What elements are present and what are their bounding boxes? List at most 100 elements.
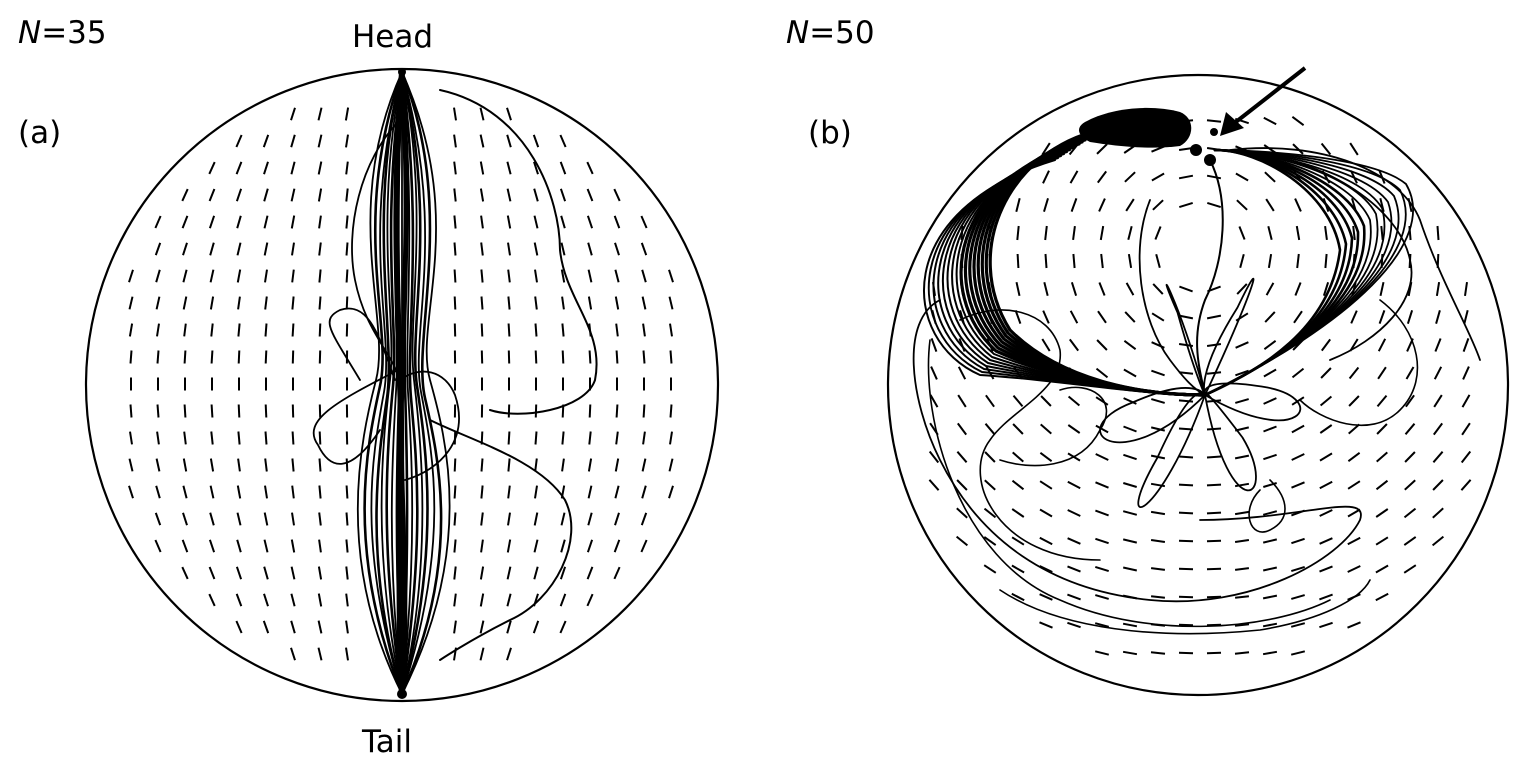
panel-b-field-dash (1012, 451, 1024, 463)
panel-a-field-dash (290, 620, 296, 634)
panel-a-field-dash (263, 593, 269, 607)
panel-b-field-dash (1044, 225, 1048, 241)
panel-b-field-dash (1067, 424, 1081, 434)
panel-b-field-dash (1067, 395, 1081, 407)
panel-a-field-dash (181, 566, 189, 580)
panel-a-trajectory (370, 71, 403, 695)
panel-b-field-dash (1432, 451, 1444, 463)
panel-a-field-dash (209, 512, 215, 526)
panel-b-field-dash (1295, 225, 1301, 241)
panel-a-trajectory (375, 70, 404, 696)
panel-b-field-dash (1263, 339, 1277, 351)
panel-b-field-dash (1376, 394, 1388, 408)
panel-b-field-dash (956, 422, 968, 436)
panel-a-field-dash (586, 161, 594, 175)
panel-b-field-dash (1040, 423, 1052, 435)
panel-a-field-dash (263, 512, 269, 526)
panel-a-field-dash (208, 161, 216, 175)
panel-a-field-dash (453, 620, 457, 634)
panel-a-field-dash (506, 539, 512, 553)
panel-b-field-dash (956, 479, 968, 491)
panel-b-field-dash (1150, 539, 1166, 543)
panel-b-field-dash (1127, 225, 1133, 241)
panel-b-field-dash (1151, 369, 1165, 377)
panel-a-field-dash (506, 215, 512, 229)
panel-b-dense-cluster (1078, 107, 1192, 148)
panel-a-field-dash (641, 296, 647, 310)
panel-b-n-value: =50 (809, 15, 875, 51)
panel-b-field-dash (1319, 395, 1333, 407)
panel-b-field-dash (1206, 511, 1222, 515)
panel-a-field-dash (208, 188, 216, 202)
panel-b-field-dash (1291, 424, 1305, 434)
panel-b-field-dash (1319, 480, 1333, 490)
panel-a-trajectory (401, 71, 424, 695)
panel-a-field-dash (210, 431, 214, 445)
panel-a-trajectory (439, 89, 598, 415)
panel-a-field-dash (344, 107, 350, 121)
panel-b-field-dash (1405, 366, 1415, 380)
panel-b-field-dash (1069, 310, 1079, 324)
panel-a-field-dash (345, 593, 349, 607)
panel-b-field-dash (1098, 198, 1106, 212)
panel-b-field-dash (1069, 338, 1079, 352)
panel-a-trajectory (312, 369, 399, 465)
panel-a-field-dash (182, 296, 188, 310)
panel-a-field-dash (345, 620, 349, 634)
panel-a-field-dash (534, 269, 538, 283)
panel-b-field-dash (1347, 536, 1361, 546)
panel-b-field-dash (1234, 454, 1250, 460)
panel-a-field-dash (236, 242, 242, 256)
panel-a-field-dash (182, 458, 188, 472)
panel-a-letter: (a) (18, 115, 62, 151)
panel-b-field-dash (1095, 594, 1109, 600)
panel-a-field-dash (533, 566, 539, 580)
panel-a-field-dash (263, 188, 269, 202)
panel-b-field-dash (1150, 567, 1166, 571)
panel-a-field-dash (507, 269, 511, 283)
panel-a-field-dash (182, 485, 188, 499)
panel-b-field-dash (1262, 594, 1278, 600)
panel-b-field-dash (1070, 198, 1078, 212)
panel-a-trajectory (401, 71, 451, 695)
panel-b-field-dash (983, 507, 997, 519)
panel-b-field-dash (1095, 424, 1109, 434)
panel-a-trajectories (312, 69, 598, 697)
panel-a-field-dash (561, 323, 565, 337)
panel-b-field-dash (1435, 310, 1441, 324)
panel-b-field-dash (1375, 592, 1389, 602)
panel-a-field-dash (291, 458, 295, 472)
panel-a-field-dash (480, 458, 484, 472)
panel-b-trajectory (1203, 391, 1257, 492)
panel-a-field-dash (533, 242, 539, 256)
panel-b-field-dash (1347, 621, 1361, 629)
panel-a-field-dash (290, 134, 296, 148)
panel-b-n-label: N=50 (786, 18, 875, 49)
panel-b-boundary-circle (886, 73, 1510, 697)
panel-a-field-dash (534, 458, 538, 472)
panel-b-field-dash (1347, 451, 1361, 463)
panel-b-field-dash (1433, 366, 1443, 380)
panel-b-field-dash (1098, 282, 1106, 296)
panel-b-field-dash (1324, 225, 1328, 241)
panel-b-field-dash (1235, 172, 1249, 182)
panel-b-field-dash (1405, 394, 1415, 408)
panel-b-trajectory (1204, 149, 1407, 396)
panel-b-field-dash (1461, 422, 1471, 436)
panel-a-field-dash (453, 269, 457, 283)
panel-b-field-dash (1178, 455, 1194, 459)
panel-b-field-dash (1039, 565, 1053, 573)
panel-a-field-dash (507, 485, 511, 499)
panel-a-field-dash (156, 404, 160, 418)
panel-b-field-dash (1178, 399, 1194, 403)
panel-b-trajectory (1196, 159, 1224, 396)
panel-b-field-dash (1011, 592, 1025, 602)
panel-b-field-dash (1206, 119, 1222, 123)
panel-b-field-dash (1324, 253, 1328, 269)
panel-a-field-dash (642, 404, 646, 418)
panel-a-field-dash (155, 485, 161, 499)
panel-a-field-dash (615, 323, 619, 337)
panel-a-field-dash (668, 458, 674, 472)
panel-b-field-dash (1262, 510, 1278, 516)
panel-a-trajectory (380, 71, 403, 695)
